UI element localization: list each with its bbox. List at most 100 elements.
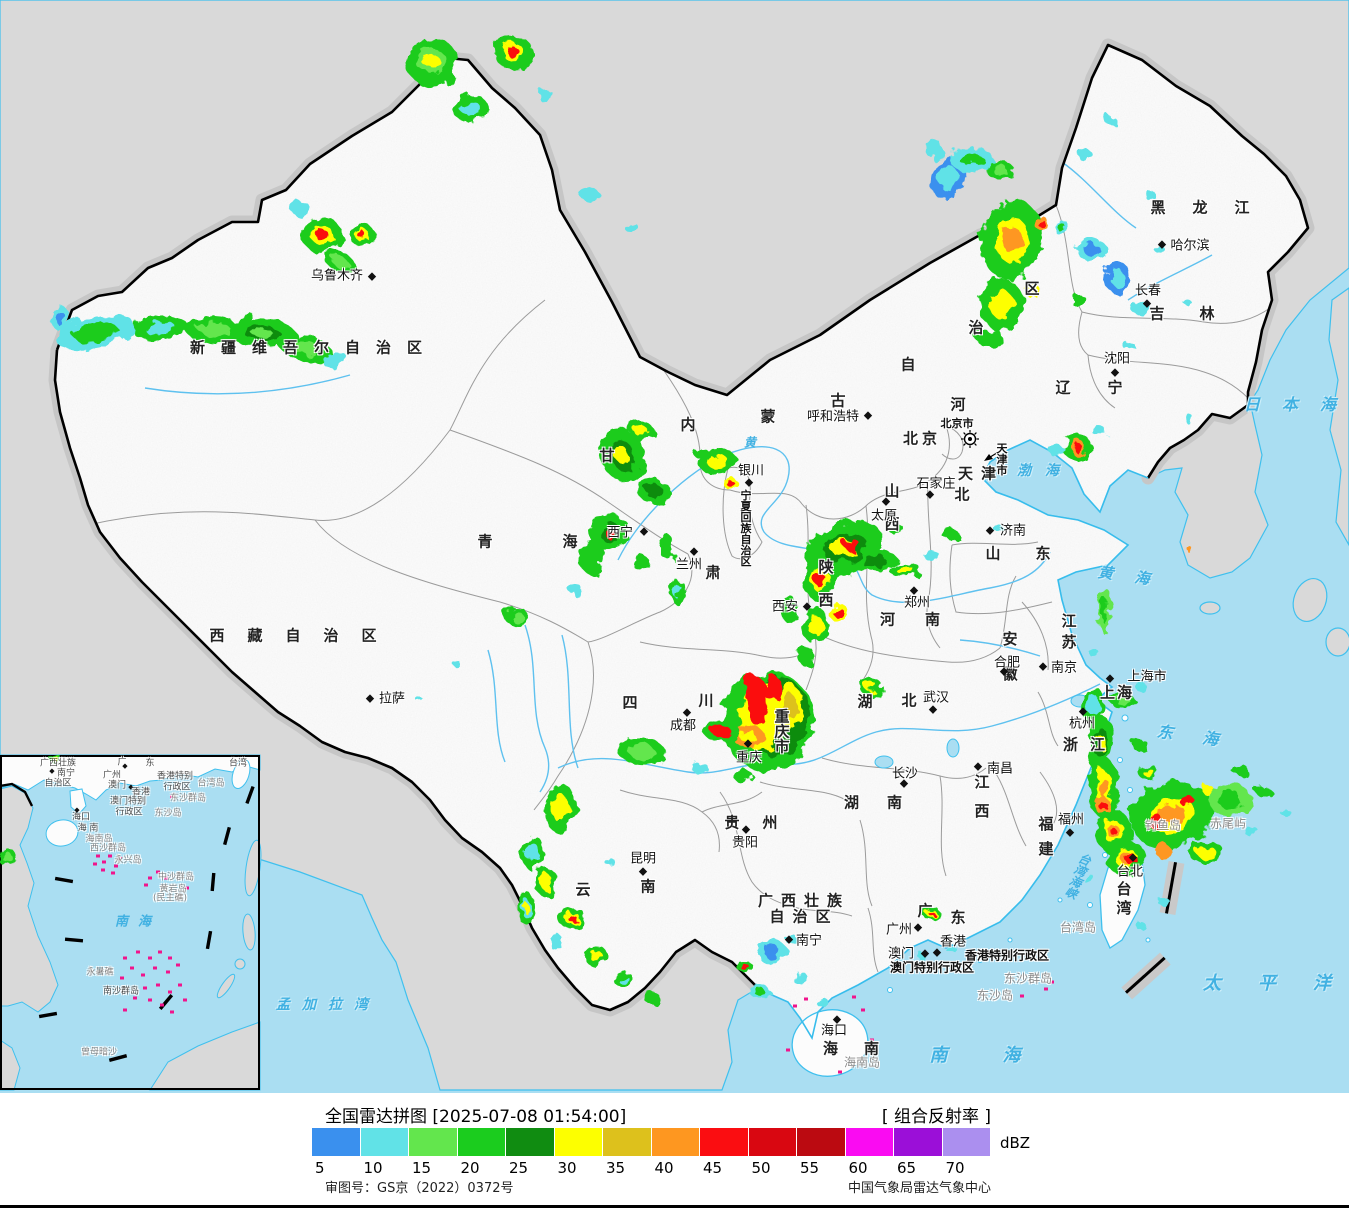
hainan-island bbox=[791, 1009, 869, 1077]
nine-dash-segment bbox=[223, 826, 231, 846]
radar-echo bbox=[763, 945, 781, 959]
radar-echo bbox=[1122, 341, 1134, 349]
island-dot bbox=[144, 883, 148, 887]
radar-echo bbox=[977, 328, 1003, 348]
island-dot bbox=[1044, 987, 1048, 991]
scale-cell bbox=[700, 1128, 748, 1156]
radar-echo bbox=[589, 950, 603, 962]
island-dot bbox=[133, 996, 137, 1000]
radar-echo bbox=[1110, 269, 1126, 287]
radar-echo bbox=[692, 762, 708, 774]
radar-echo bbox=[863, 556, 887, 568]
island-dot bbox=[170, 1010, 174, 1014]
legend-title: 全国雷达拼图 [2025-07-08 01:54:00] bbox=[325, 1107, 627, 1127]
island-dot bbox=[168, 956, 172, 960]
province-borders bbox=[87, 204, 1271, 973]
scale-value: 45 bbox=[703, 1159, 723, 1177]
radar-echo bbox=[628, 744, 656, 760]
nine-dash-line bbox=[38, 785, 255, 1062]
radar-echo bbox=[739, 729, 757, 743]
island-dot bbox=[852, 995, 856, 999]
radar-echo bbox=[1126, 855, 1138, 865]
scale-cell bbox=[603, 1128, 651, 1156]
radar-echo bbox=[959, 153, 985, 167]
radar-echo bbox=[989, 290, 1015, 320]
radar-echo bbox=[739, 962, 749, 970]
radar-echo bbox=[784, 933, 796, 943]
radar-echo bbox=[1070, 294, 1086, 306]
radar-echo bbox=[1189, 549, 1195, 555]
radar-echo bbox=[1002, 227, 1022, 253]
radar-echo bbox=[506, 46, 520, 58]
scale-value: 50 bbox=[751, 1159, 771, 1177]
inset-border bbox=[0, 755, 260, 1090]
radar-echo bbox=[942, 528, 958, 540]
island-dot bbox=[114, 864, 118, 868]
nine-dash-segment bbox=[210, 872, 216, 892]
island-dot bbox=[170, 795, 174, 799]
scale-cell bbox=[797, 1128, 845, 1156]
radar-echo bbox=[727, 480, 735, 488]
radar-echo bbox=[290, 341, 320, 355]
radar-echo bbox=[579, 542, 605, 574]
scale-value: 40 bbox=[654, 1159, 674, 1177]
island-dot bbox=[101, 868, 105, 872]
radar-echo bbox=[644, 992, 660, 1004]
radar-echo bbox=[144, 321, 176, 335]
radar-echo bbox=[51, 755, 59, 761]
radar-echo bbox=[782, 693, 798, 719]
radar-echo bbox=[1158, 804, 1186, 826]
radar-echo bbox=[1131, 301, 1149, 315]
island-dot bbox=[176, 963, 180, 967]
radar-echo bbox=[896, 565, 914, 575]
radar-echo-layer bbox=[0, 36, 1290, 1007]
island-dot bbox=[183, 998, 187, 1002]
scale-cell bbox=[651, 1128, 699, 1156]
national-border bbox=[53, 43, 1310, 1012]
nine-dash-segment bbox=[54, 876, 74, 884]
radar-echo bbox=[1181, 297, 1189, 303]
radar-echo bbox=[1156, 896, 1168, 904]
island-dot bbox=[153, 966, 157, 970]
capital-marker bbox=[961, 430, 979, 448]
radar-echo bbox=[1136, 684, 1148, 692]
scale-value: 65 bbox=[897, 1159, 917, 1177]
nine-dash-segment bbox=[38, 1011, 58, 1019]
legend-bar: 全国雷达拼图 [2025-07-08 01:54:00] [ 组合反射率 ] 5… bbox=[0, 1093, 1349, 1205]
radar-echo bbox=[646, 485, 664, 499]
island-dot bbox=[838, 1070, 842, 1074]
island-dot bbox=[156, 870, 160, 874]
scale-value: 25 bbox=[509, 1159, 529, 1177]
radar-echo bbox=[616, 973, 628, 983]
radar-echo bbox=[1098, 800, 1106, 810]
scale-value: 30 bbox=[557, 1159, 577, 1177]
radar-echo bbox=[865, 683, 879, 693]
radar-echo bbox=[357, 231, 367, 239]
radar-echo bbox=[1082, 874, 1094, 882]
radar-echo bbox=[552, 794, 568, 822]
radar-echo bbox=[832, 607, 844, 617]
radar-echo bbox=[460, 100, 480, 116]
scale-cell bbox=[845, 1128, 893, 1156]
radar-echo bbox=[1217, 791, 1243, 809]
radar-echo bbox=[1104, 116, 1116, 124]
radar-echo bbox=[1135, 921, 1145, 929]
radar-echo bbox=[927, 140, 943, 160]
radar-echo bbox=[537, 89, 553, 101]
radar-echo bbox=[569, 585, 583, 595]
radar-echo bbox=[73, 322, 117, 342]
island-dot bbox=[102, 860, 106, 864]
radar-echo bbox=[1057, 224, 1067, 232]
radar-echo bbox=[1254, 785, 1270, 795]
radar-echo bbox=[539, 874, 553, 890]
island-dot bbox=[123, 956, 127, 960]
island-dot bbox=[168, 990, 172, 994]
radar-echo bbox=[1148, 815, 1164, 829]
island-dot bbox=[156, 983, 160, 987]
color-scale-values: 5 10 15 20 25 30 35 40 45 50 55 60 65 70 bbox=[312, 1159, 1012, 1177]
radar-echo bbox=[315, 229, 329, 241]
radar-echo bbox=[792, 972, 808, 984]
nine-dash-segment bbox=[64, 937, 84, 943]
scale-cell bbox=[894, 1128, 942, 1156]
radar-echo bbox=[1093, 427, 1107, 437]
